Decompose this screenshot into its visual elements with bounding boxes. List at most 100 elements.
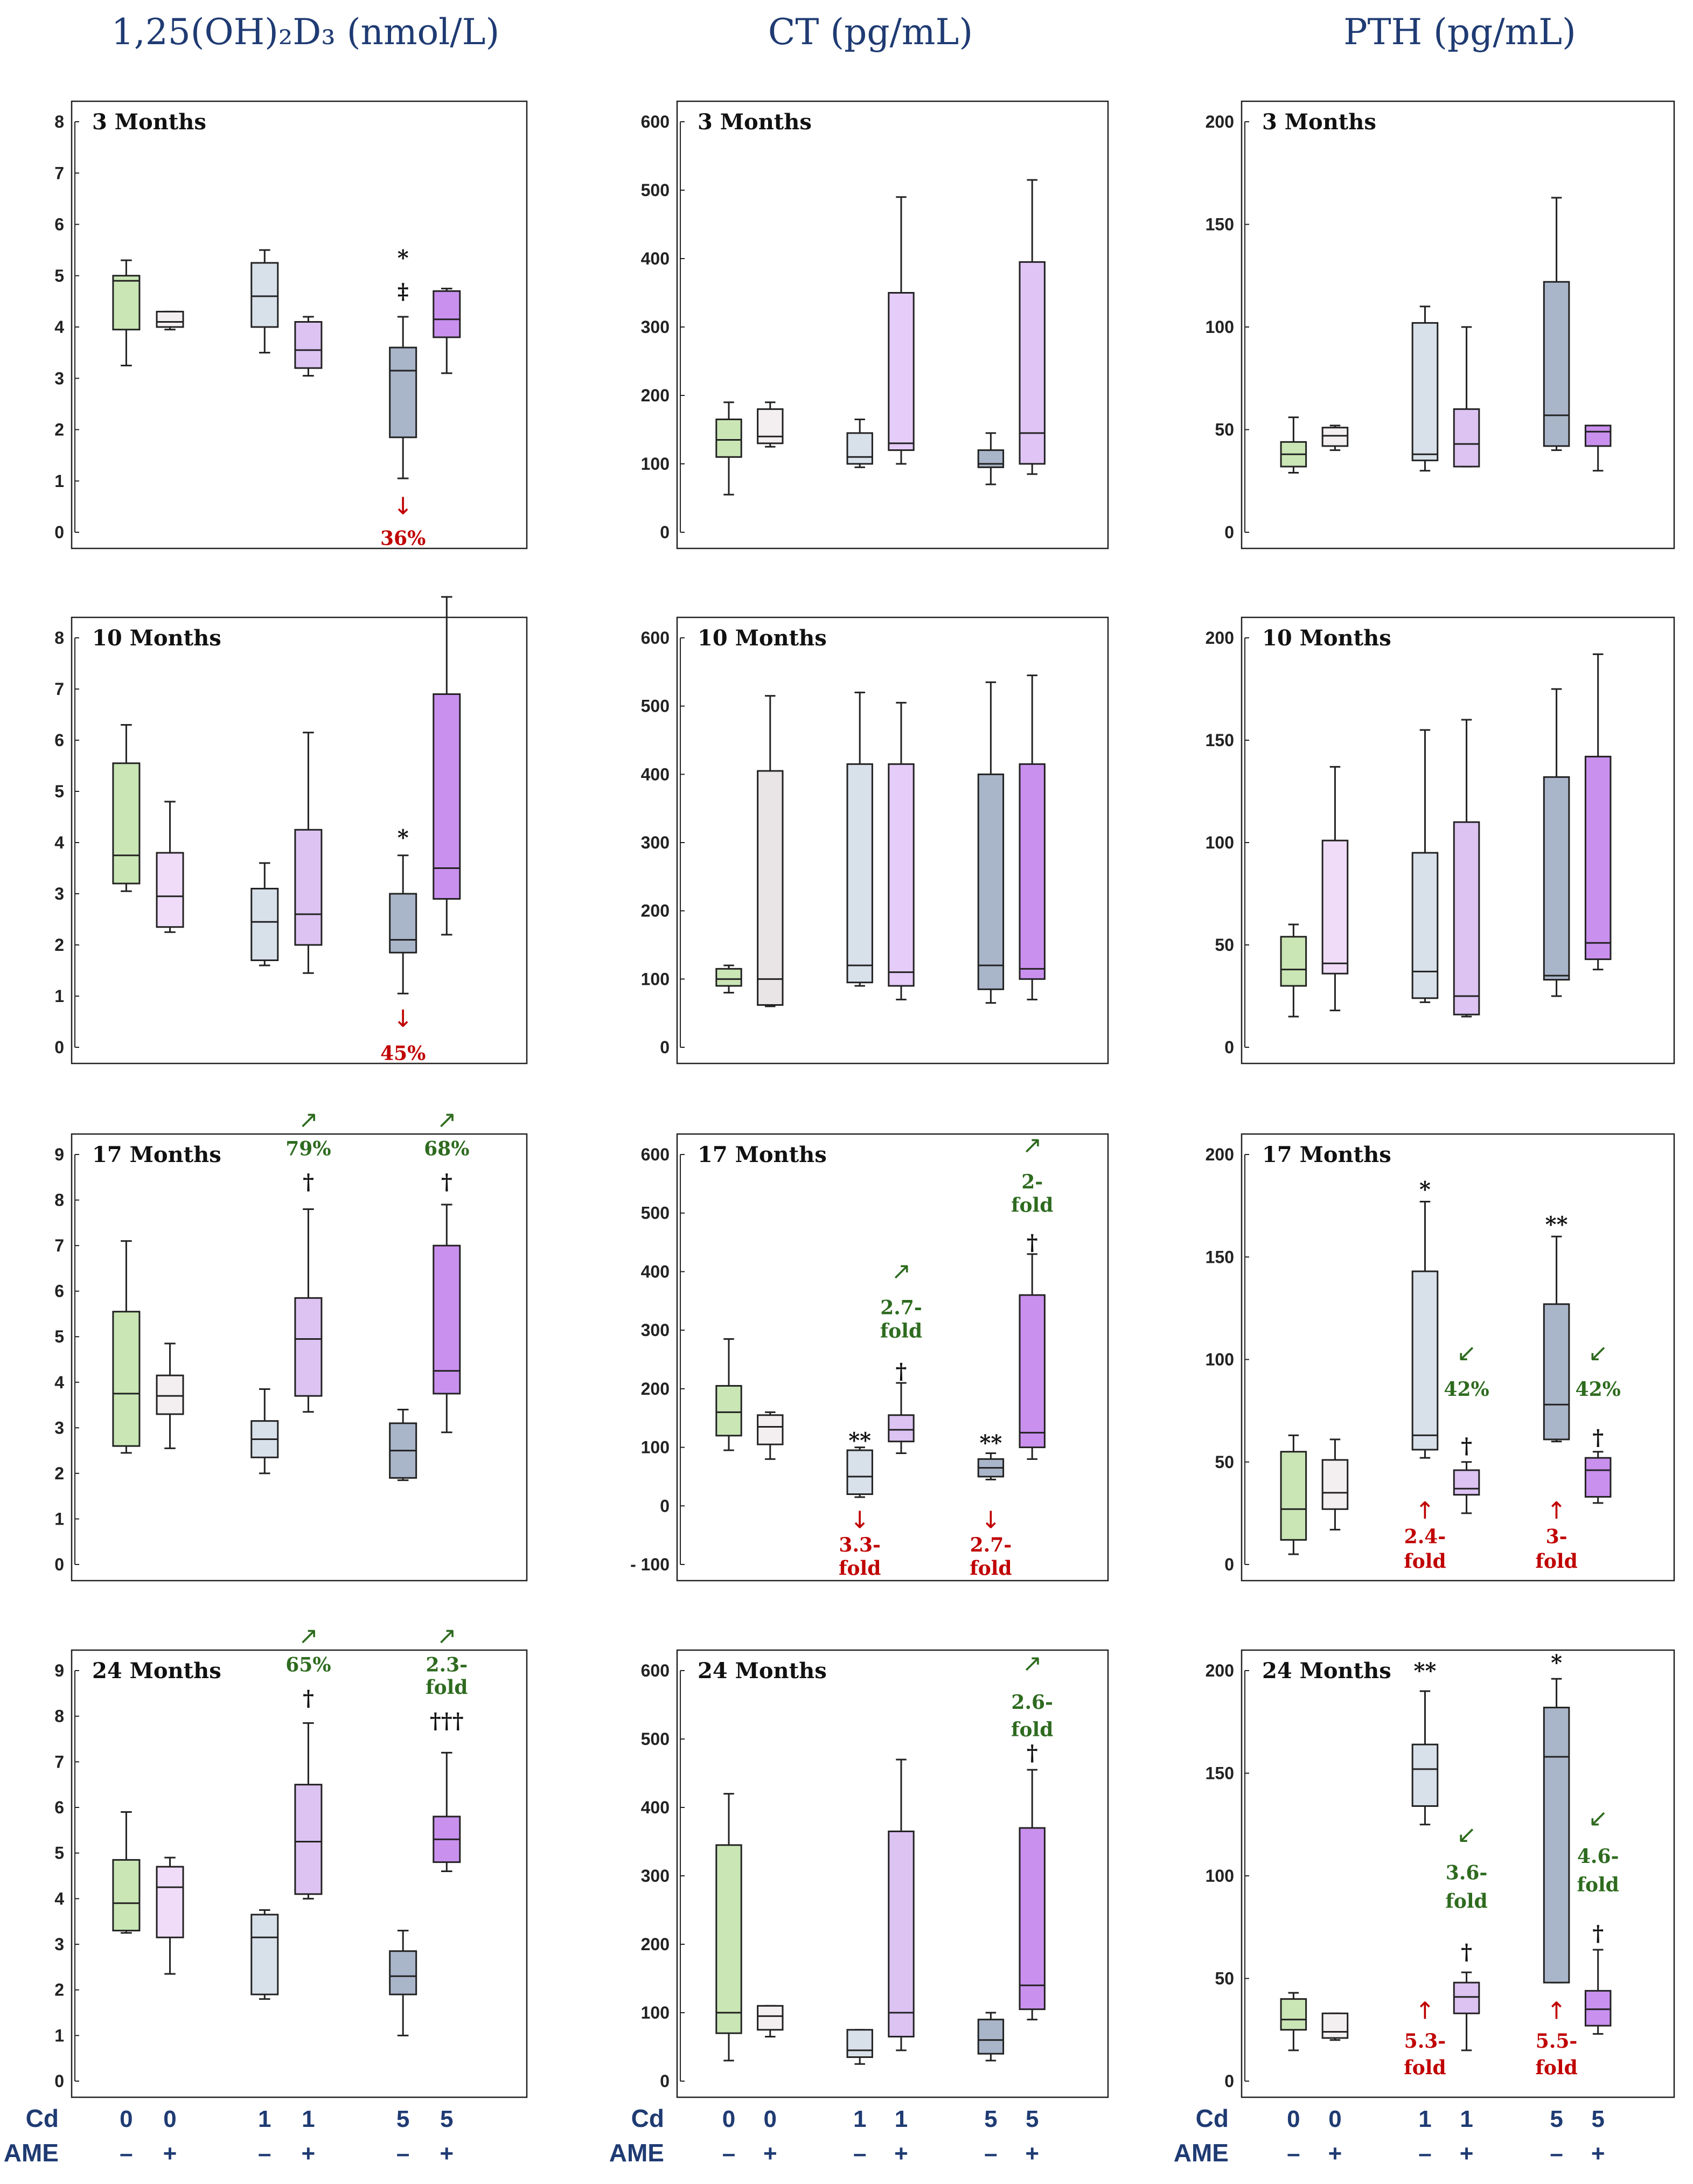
ame-value: + bbox=[763, 2140, 777, 2167]
annotation-up: ↓ bbox=[981, 1506, 1001, 1534]
box-iqr bbox=[1543, 776, 1570, 981]
y-tick-label: 8 bbox=[54, 112, 64, 131]
panel-title: 10 Months bbox=[1262, 625, 1391, 651]
box-Cd0/AME- bbox=[112, 1811, 141, 1934]
y-tick-label: 50 bbox=[1215, 1452, 1234, 1472]
y-tick-label: 0 bbox=[1224, 2071, 1234, 2091]
group-labels-layer: Cd AME 0 – 0 +1 – 1 +5 – 5 + Cd AME 0 – 0 +1 – 1 +5 – 5 + Cd AME 0… bbox=[4, 2104, 1605, 2167]
y-tick-label: 9 bbox=[54, 1661, 64, 1680]
annotation-green: 2.7- bbox=[880, 1297, 922, 1319]
box-iqr bbox=[156, 310, 184, 328]
ame-value: + bbox=[1460, 2140, 1474, 2167]
ame-value: + bbox=[163, 2140, 177, 2167]
box-Cd1/AME+ bbox=[888, 1758, 915, 2051]
box-Cd0/AME+ bbox=[1321, 1438, 1349, 1531]
y-tick-label: 4 bbox=[54, 1373, 64, 1392]
y-tick-label: 300 bbox=[641, 317, 670, 337]
box-iqr bbox=[112, 275, 141, 331]
box-iqr bbox=[846, 2029, 873, 2058]
y-tick-label: 7 bbox=[54, 163, 64, 183]
box-Cd0/AME+ bbox=[757, 1411, 784, 1460]
panel-title: 24 Months bbox=[1262, 1658, 1391, 1684]
annotation-sig: † bbox=[1461, 1939, 1472, 1965]
box-iqr bbox=[977, 773, 1005, 990]
box-Cd5/AME- bbox=[389, 1409, 417, 1481]
box-Cd1/AME+ bbox=[888, 1382, 915, 1454]
box-Cd0/AME+ bbox=[757, 695, 784, 1007]
annotation-sig: † bbox=[1027, 1740, 1038, 1765]
panel-frame bbox=[1241, 100, 1675, 550]
annotation-sig: † bbox=[1027, 1230, 1038, 1255]
box-Cd0/AME+ bbox=[1321, 2012, 1349, 2041]
y-tick-label: 6 bbox=[54, 1798, 64, 1817]
panel-p-vd-10: 0 1 2 3 4 5 6 7 8 10 Months * ↓ 45% bbox=[54, 596, 528, 1065]
panel-p-pth-3: 0 50 100 150 200 3 Months bbox=[1206, 100, 1675, 550]
cd-value: 1 bbox=[258, 2106, 271, 2132]
box-iqr bbox=[156, 1866, 184, 1938]
y-tick-label: 4 bbox=[54, 833, 64, 852]
box-iqr bbox=[715, 418, 742, 458]
box-iqr bbox=[1453, 1469, 1480, 1496]
y-tick-label: 200 bbox=[1206, 112, 1234, 131]
box-Cd1/AME+ bbox=[1453, 326, 1480, 468]
box-iqr bbox=[757, 2005, 784, 2031]
annotation-green: 2.6- bbox=[1011, 1691, 1053, 1714]
y-tick-label: 150 bbox=[1206, 1764, 1234, 1783]
cd-value: 0 bbox=[764, 2106, 777, 2132]
annotation-sig: ** bbox=[848, 1428, 871, 1453]
box-Cd1/AME- bbox=[846, 1446, 873, 1498]
box-Cd5/AME- bbox=[977, 1452, 1005, 1480]
y-tick-label: 7 bbox=[54, 1236, 64, 1255]
y-tick-label: 100 bbox=[641, 2003, 670, 2022]
box-iqr bbox=[1543, 1303, 1570, 1441]
annotation-red: fold bbox=[1404, 1550, 1446, 1573]
annotation-sig: ** bbox=[1414, 1658, 1437, 1684]
y-tick-label: 1 bbox=[54, 2026, 64, 2045]
y-tick-label: 3 bbox=[54, 1418, 64, 1437]
y-tick-label: 0 bbox=[1224, 1555, 1234, 1574]
box-Cd5/AME+ bbox=[1584, 1949, 1612, 2035]
box-iqr bbox=[977, 449, 1005, 468]
y-tick-label: 400 bbox=[641, 1798, 670, 1817]
y-tick-label: 2 bbox=[54, 1464, 64, 1483]
box-iqr bbox=[1584, 1990, 1612, 2027]
y-tick-label: 4 bbox=[54, 317, 64, 337]
annotation-green: 4.6- bbox=[1577, 1845, 1619, 1868]
box-iqr bbox=[715, 1844, 742, 2034]
box-Cd5/AME+ bbox=[433, 596, 461, 936]
box-iqr bbox=[888, 1414, 915, 1443]
panel-p-vd-3: 0 1 2 3 4 5 6 7 8 3 Months * ‡ ↓ 36% bbox=[54, 100, 528, 550]
annotation-up: ↙ bbox=[1588, 1339, 1608, 1367]
box-iqr bbox=[433, 693, 461, 900]
y-tick-label: 8 bbox=[54, 628, 64, 648]
box-iqr bbox=[433, 1244, 461, 1395]
column-title-vitamin-d: 1,25(OH)₂D₃ (nmol/L) bbox=[112, 11, 499, 53]
y-tick-label: 600 bbox=[641, 628, 670, 648]
cd-value: 1 bbox=[302, 2106, 315, 2132]
cd-value: 5 bbox=[396, 2106, 409, 2132]
box-Cd5/AME+ bbox=[433, 1204, 461, 1434]
annotation-up: ↓ bbox=[393, 492, 413, 520]
y-tick-label: 6 bbox=[54, 731, 64, 750]
panel-p-vd-24: 0 1 2 3 4 5 6 7 8 9 24 Months ↗ 65% † ↗ 2.3-fold ††† bbox=[54, 1623, 528, 2098]
ame-value: + bbox=[440, 2140, 454, 2167]
box-Cd1/AME+ bbox=[888, 701, 915, 1000]
annotation-red: 45% bbox=[380, 1042, 426, 1065]
box-iqr bbox=[1321, 2012, 1349, 2039]
annotation-sig: † bbox=[1592, 1921, 1604, 1946]
cd-value: 0 bbox=[1287, 2106, 1300, 2132]
box-Cd5/AME+ bbox=[433, 288, 461, 374]
y-tick-label: 400 bbox=[641, 764, 670, 784]
annotation-red: fold bbox=[1535, 1550, 1577, 1573]
y-tick-label: 100 bbox=[1206, 1866, 1234, 1886]
annotation-red: 3.3- bbox=[839, 1534, 881, 1556]
y-tick-label: 200 bbox=[641, 1379, 670, 1399]
ame-value: – bbox=[258, 2140, 271, 2167]
box-Cd5/AME- bbox=[389, 316, 417, 479]
annotation-red: 2.4- bbox=[1404, 1526, 1446, 1548]
box-iqr bbox=[846, 763, 873, 984]
y-tick-label: 3 bbox=[54, 1935, 64, 1954]
y-tick-label: 1 bbox=[54, 1509, 64, 1528]
y-tick-label: 50 bbox=[1215, 935, 1234, 955]
box-Cd5/AME+ bbox=[1019, 1253, 1046, 1460]
